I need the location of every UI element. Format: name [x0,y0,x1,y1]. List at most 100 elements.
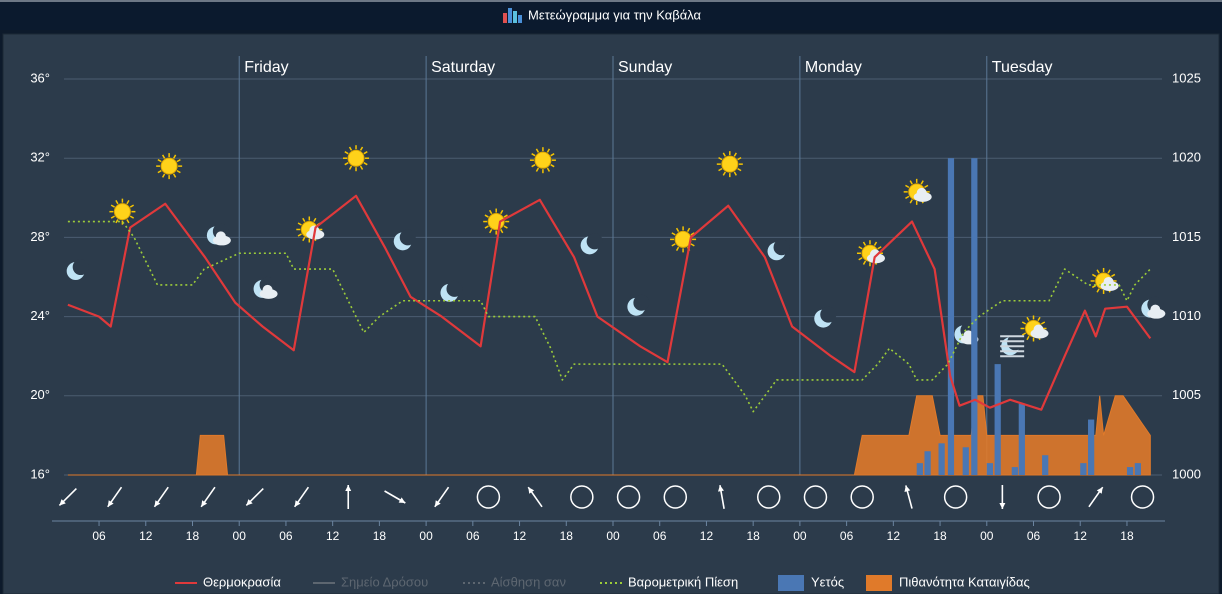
day-label: Friday [244,59,288,76]
x-tick-label: 00 [419,529,433,543]
precip-bar [971,158,978,475]
day-label: Tuesday [992,59,1053,76]
cloud-puff [963,330,974,341]
sun-ray [484,225,489,229]
sun-ray [924,184,929,189]
wind-arrow [293,486,310,508]
legend-item: Θερμοκρασία [175,574,281,589]
y-tick-label: 24° [30,308,50,323]
sun-ray [297,222,302,226]
sun-ray [359,146,364,151]
x-tick-label: 12 [139,529,153,543]
sun-ray [484,214,489,218]
sun-ray [733,152,737,157]
wind-head [718,485,724,492]
legend-label: Βαρομετρική Πίεση [628,574,738,589]
sun-ray [157,158,162,163]
x-tick-label: 18 [1120,529,1134,543]
sun-ray [129,204,135,208]
moon-shadow [633,294,650,311]
sun-ray [862,241,867,246]
x-tick-label: 00 [793,529,807,543]
title-bar [0,0,1222,30]
x-tick-label: 12 [1074,529,1088,543]
sun-ray [1021,321,1027,325]
calm-circle [570,485,594,509]
sun-ray [722,171,726,176]
sun-ray [344,162,349,166]
sun-ray [363,151,368,155]
sun-ray [675,246,680,252]
sun-ray [348,165,353,170]
sun-ray [737,156,742,161]
y2-tick-label: 1025 [1172,70,1201,85]
precip-bar [947,158,955,475]
sun-ray [503,225,508,229]
legend-item: Βαρομετρική Πίεση [600,574,738,589]
wind-arrow [999,485,1006,509]
calm-circle [756,485,781,509]
legend-item: Πιθανότητα Καταιγίδας [866,574,1030,591]
sun-ray [363,162,368,166]
moon-shadow [820,306,837,323]
sun [113,203,131,221]
sun-ray [550,164,555,168]
sun-ray [500,209,504,215]
wind-arrow [200,486,216,508]
wind-head [107,500,114,507]
wind-head [904,485,911,492]
precip-bar [938,443,945,475]
sun-ray [348,146,353,151]
cloud-puff [1033,324,1044,335]
sun-ray [110,204,115,208]
x-tick-label: 12 [513,529,527,543]
x-tick-label: 18 [746,529,760,543]
sun-ray [110,215,115,219]
calm-circle [663,485,688,509]
sun-ray [671,232,676,236]
sun-ray [737,167,742,172]
x-tick-label: 12 [887,529,901,543]
calm-circle [476,485,501,509]
moon-shadow [399,229,416,246]
wind-arrow [718,485,725,509]
sun-ray [675,227,680,232]
calm-circle [803,485,828,509]
wind-arrow [527,486,543,508]
sun-ray [1096,269,1100,274]
calm-circle [1037,485,1061,509]
sun-ray [359,165,364,170]
legend-label: Σημείο Δρόσου [341,574,428,589]
precip-bar [1088,419,1095,475]
moon-shadow [72,259,89,276]
y-tick-label: 16° [30,466,50,481]
sun-ray [313,217,317,223]
sun-ray [115,219,119,224]
sun-ray [722,152,726,157]
pressure-line [67,220,1151,413]
x-tick-label: 06 [1027,529,1041,543]
x-tick-label: 12 [326,529,340,543]
sun-ray [877,246,882,250]
moon-shadow [446,280,463,297]
sun-ray [172,173,177,178]
sun-ray [909,180,913,185]
wind-arrow [58,487,77,507]
x-tick-label: 12 [700,529,714,543]
wind-arrow [107,486,123,508]
precip-bar [916,463,923,475]
sun-ray [161,154,166,159]
cloud-puff [215,231,226,242]
calm-circle [943,485,968,509]
sun-ray [862,260,867,265]
calm-circle [850,485,874,509]
wind-head [201,500,208,507]
sun-ray [1037,316,1041,322]
x-tick-label: 18 [186,529,200,543]
chart-panel [2,33,1220,594]
legend-label: Υετός [811,574,844,589]
sun-ray [161,173,166,178]
wind-head [59,499,66,506]
wind-arrow [153,486,169,508]
sun-ray [176,158,181,163]
